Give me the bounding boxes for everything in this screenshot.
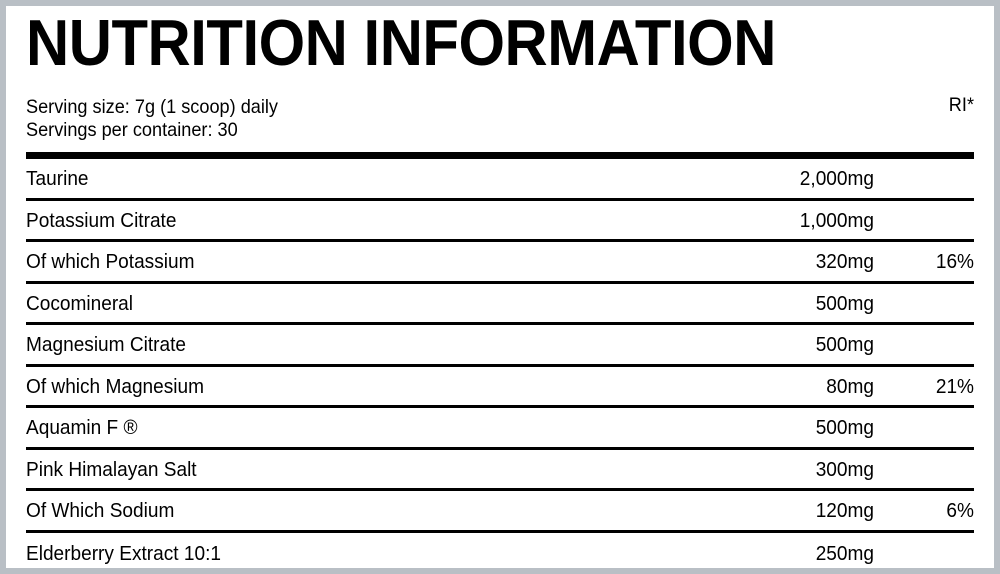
nutrient-name: Of which Magnesium <box>26 374 205 398</box>
nutrient-name: Pink Himalayan Salt <box>26 457 197 481</box>
nutrient-name: Magnesium Citrate <box>26 333 187 357</box>
nutrient-ri: 21% <box>935 374 974 398</box>
ri-column-header: RI* <box>948 94 974 116</box>
nutrition-label-content: NUTRITION INFORMATION Serving size: 7g (… <box>6 6 994 568</box>
nutrient-ri <box>881 343 974 345</box>
table-row: Pink Himalayan Salt 300mg <box>26 450 974 491</box>
page-title: NUTRITION INFORMATION <box>26 6 776 79</box>
nutrient-amount: 300mg <box>815 457 874 481</box>
table-row: Cocomineral 500mg <box>26 284 974 325</box>
nutrient-name: Of which Potassium <box>26 250 195 274</box>
nutrient-amount: 120mg <box>815 499 874 523</box>
servings-per-container-text: Servings per container: 30 <box>26 119 238 141</box>
nutrient-ri <box>881 302 974 304</box>
nutrient-name: Of Which Sodium <box>26 499 175 523</box>
nutrient-amount: 250mg <box>815 542 874 566</box>
table-row: Of which Potassium 320mg 16% <box>26 242 974 284</box>
table-row: Aquamin F ® 500mg <box>26 408 974 450</box>
nutrient-ri <box>881 552 974 554</box>
table-row: Of which Magnesium 80mg 21% <box>26 367 974 408</box>
nutrient-amount: 80mg <box>826 374 874 398</box>
nutrient-amount: 500mg <box>815 333 874 357</box>
table-row: Elderberry Extract 10:1 250mg <box>26 533 974 569</box>
serving-size-text: Serving size: 7g (1 scoop) daily <box>26 96 279 118</box>
nutrient-amount: 500mg <box>815 291 874 315</box>
nutrient-name: Potassium Citrate <box>26 208 177 232</box>
nutrient-ri <box>881 177 974 179</box>
nutrient-ri: 6% <box>946 499 974 523</box>
nutrient-ri <box>881 468 974 470</box>
table-row: Of Which Sodium 120mg 6% <box>26 491 974 533</box>
table-row: Potassium Citrate 1,000mg <box>26 201 974 242</box>
nutrient-name: Taurine <box>26 167 89 191</box>
nutrient-amount: 320mg <box>815 250 874 274</box>
nutrient-amount: 1,000mg <box>799 208 874 232</box>
nutrition-table: Taurine 2,000mg Potassium Citrate 1,000m… <box>26 152 974 569</box>
nutrient-amount: 500mg <box>815 416 874 440</box>
label-header: NUTRITION INFORMATION Serving size: 7g (… <box>26 6 974 152</box>
nutrient-ri <box>881 426 974 428</box>
nutrient-ri <box>881 219 974 221</box>
serving-information: Serving size: 7g (1 scoop) daily Serving… <box>26 96 297 142</box>
table-row: Taurine 2,000mg <box>26 159 974 201</box>
nutrient-name: Aquamin F ® <box>26 416 138 440</box>
nutrient-ri: 16% <box>935 250 974 274</box>
nutrient-amount: 2,000mg <box>799 167 874 191</box>
table-row: Magnesium Citrate 500mg <box>26 325 974 367</box>
table-header-rule <box>26 152 974 159</box>
nutrient-name: Elderberry Extract 10:1 <box>26 542 221 566</box>
nutrient-name: Cocomineral <box>26 291 134 315</box>
